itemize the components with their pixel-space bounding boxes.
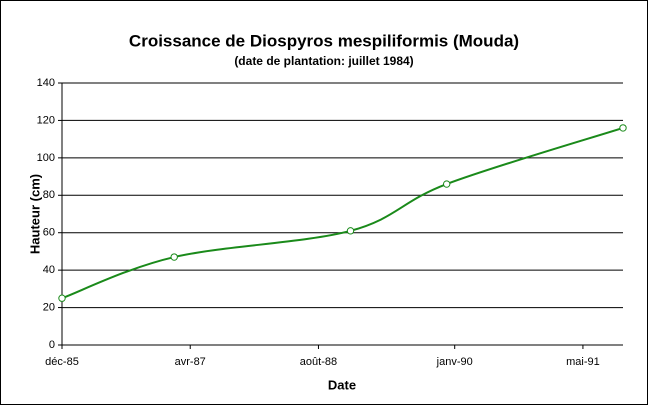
x-tick-label: janv-90 [436,356,473,368]
y-axis-title: Hauteur (cm) [27,174,42,254]
marker [442,180,451,188]
y-tick-label: 0 [49,339,55,351]
marker [58,294,66,302]
y-tick-label: 60 [43,227,55,239]
chart-subtitle: (date de plantation: juillet 1984) [234,54,413,68]
y-tick-label: 80 [43,189,55,201]
y-tick-label: 140 [37,77,55,89]
marker [346,227,355,235]
chart-title: Croissance de Diospyros mespiliformis (M… [129,31,519,50]
x-axis-title: Date [328,377,356,392]
x-tick-label: déc-85 [45,356,79,368]
y-tick-label: 20 [43,301,55,313]
y-tick-label: 120 [37,114,55,126]
marker [619,124,627,132]
x-tick-label: avr-87 [175,356,206,368]
marker [170,253,178,261]
y-tick-label: 100 [37,152,55,164]
y-tick-label: 40 [43,264,55,276]
x-tick-label: août-88 [300,356,337,368]
x-tick-label: mai-91 [566,356,600,368]
